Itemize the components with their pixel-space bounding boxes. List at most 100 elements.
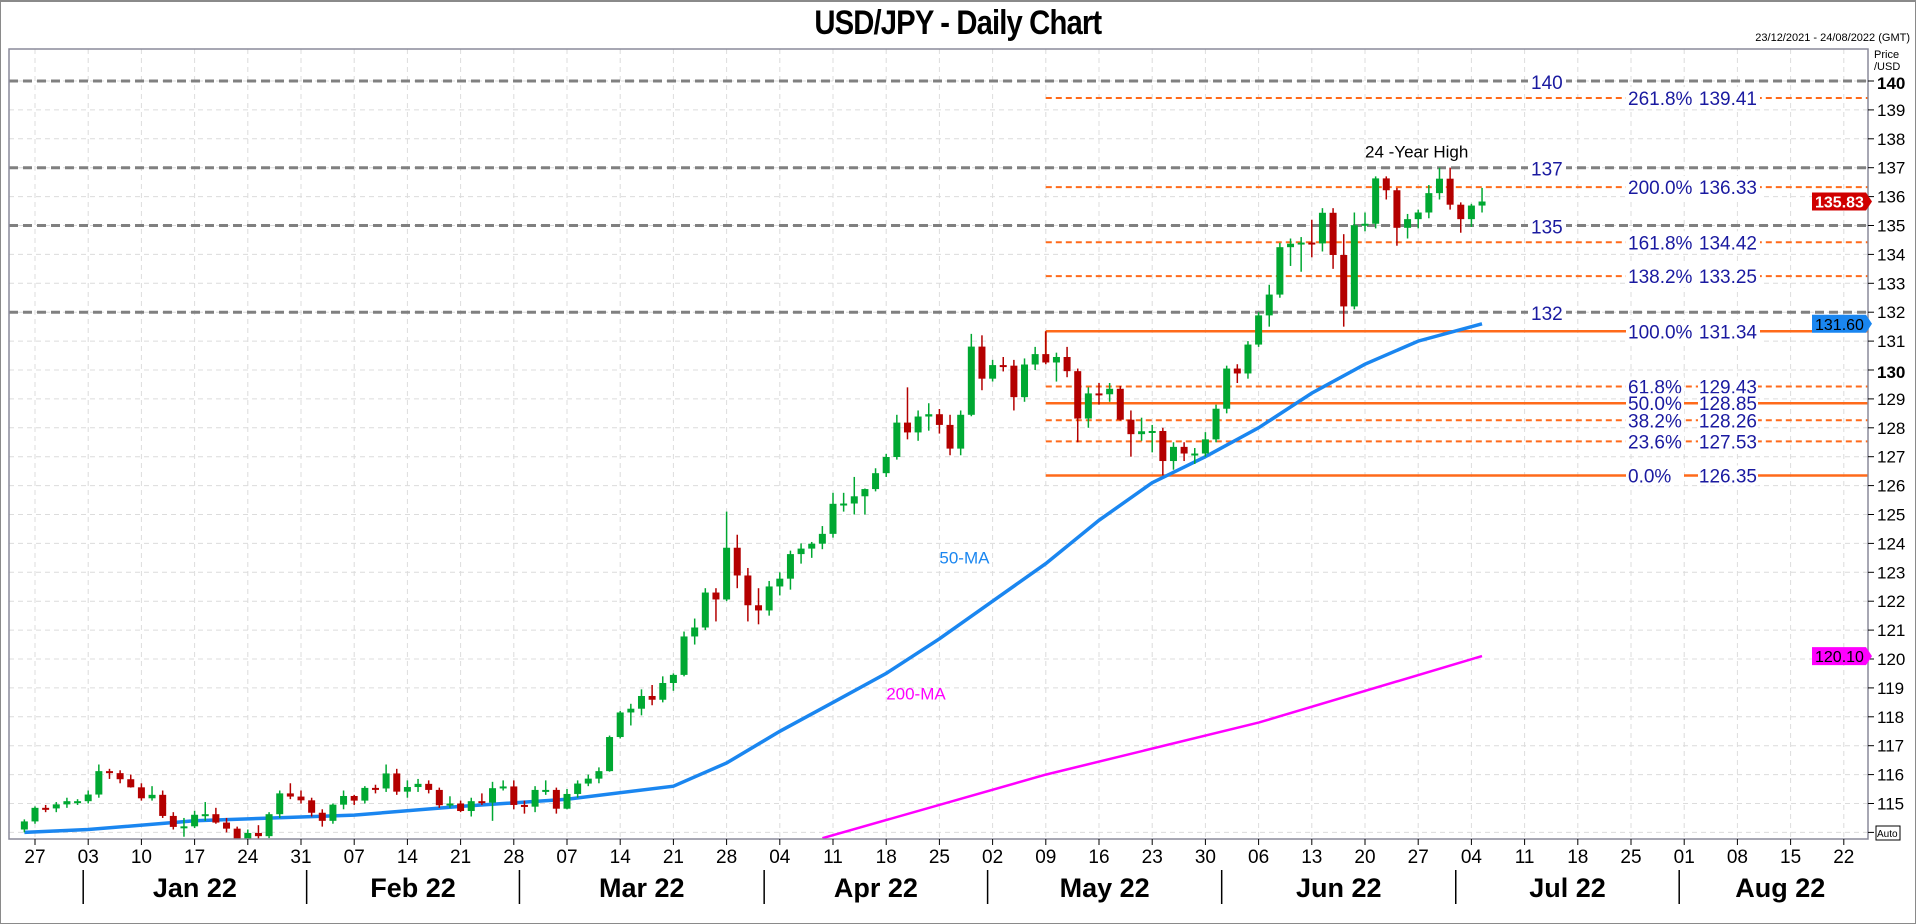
candle-body (1350, 225, 1358, 307)
candle-body (1425, 193, 1433, 213)
price-badge-label: 135.83 (1815, 195, 1864, 212)
candle-body (1265, 294, 1273, 316)
candle-body (478, 801, 486, 804)
candle (935, 409, 943, 434)
candle-body (1393, 190, 1401, 228)
candle (223, 817, 231, 833)
candle (967, 333, 975, 417)
candle-body (1340, 254, 1348, 307)
x-tick-label: 10 (131, 847, 152, 868)
fib-label-bg (1626, 431, 1684, 452)
candle-body (52, 804, 60, 809)
fib-label-bg (1626, 410, 1684, 431)
candle (627, 703, 635, 726)
candle-body (137, 787, 145, 799)
candle (137, 783, 145, 801)
candle-body (95, 771, 103, 795)
y-tick-label: 128 (1877, 419, 1905, 438)
chart-title-text: USD/JPY - Daily Chart (814, 4, 1103, 42)
chart-title: USD/JPY - Daily Chart (0, 4, 1916, 43)
y-tick-label: 139 (1877, 101, 1905, 120)
candle (1382, 176, 1390, 200)
candle-body (105, 771, 113, 774)
candle-body (1063, 356, 1071, 372)
candle (435, 787, 443, 808)
candle (1169, 442, 1177, 470)
candle (478, 793, 486, 805)
candle (42, 804, 50, 813)
auto-scale-box[interactable] (1875, 825, 1901, 841)
candle (1287, 238, 1295, 266)
candle (212, 807, 220, 824)
fib-label-bg (1626, 320, 1760, 343)
candle-body (542, 789, 550, 792)
candle-body (861, 489, 869, 497)
y-tick-label: 116 (1877, 766, 1904, 785)
x-tick-label: 27 (1408, 847, 1429, 868)
level-label-137: 137 (1531, 160, 1563, 181)
candle (74, 799, 82, 805)
candle (616, 711, 624, 739)
candle (1138, 417, 1146, 441)
x-tick-label: 23 (1142, 847, 1163, 868)
fib-label-bg (1698, 376, 1758, 397)
candle (1329, 208, 1337, 269)
candle-body (340, 795, 348, 805)
fib-label-bg (1698, 410, 1758, 431)
candle-body (74, 801, 82, 804)
fib-pct-label: 50.0% (1628, 394, 1682, 415)
candle (808, 541, 816, 558)
candle-body (1329, 212, 1337, 255)
candle (574, 780, 582, 798)
x-tick-label: 04 (769, 847, 791, 868)
candle (84, 790, 92, 804)
level-label-140: 140 (1531, 73, 1563, 94)
candle (659, 676, 667, 703)
x-tick-label: 11 (823, 847, 843, 868)
candle-body (1446, 178, 1454, 205)
x-tick-label: 14 (610, 847, 632, 868)
candle (680, 631, 688, 677)
candle (989, 359, 997, 382)
candle-body (201, 814, 209, 817)
candle (425, 780, 433, 794)
fib-value-label: 129.43 (1699, 377, 1757, 398)
candle (1095, 383, 1103, 405)
candle-body (1382, 178, 1390, 191)
fib-label-bg (1626, 376, 1684, 397)
candle (233, 826, 241, 839)
candle-body (755, 605, 763, 611)
candle-body (159, 794, 167, 816)
candle (148, 786, 156, 801)
candle-body (148, 794, 156, 799)
candle-body (1106, 388, 1114, 395)
candle (999, 356, 1007, 372)
candle-body (371, 787, 379, 790)
candle (723, 511, 731, 602)
fib-value-label: 127.53 (1699, 432, 1757, 453)
candle-body (818, 533, 826, 544)
candle-body (308, 800, 316, 813)
candle (1201, 432, 1209, 457)
fib-label-bg (1626, 87, 1760, 110)
candle-body (797, 548, 805, 555)
candle (308, 797, 316, 817)
candle-body (765, 586, 773, 611)
candle (776, 572, 784, 596)
price-badge (1812, 314, 1872, 333)
candle-body (574, 783, 582, 794)
plot-area (9, 49, 1868, 839)
candle (1297, 237, 1305, 272)
candle (1212, 404, 1220, 443)
candle-body (191, 814, 199, 827)
annotation-50-ma: 50-MA (939, 549, 990, 568)
candle-body (563, 793, 571, 809)
fib-pct-label: 100.0% (1628, 322, 1693, 343)
candle (872, 468, 880, 492)
candle (286, 783, 294, 800)
candle (1425, 185, 1433, 219)
x-tick-label: 18 (1567, 847, 1588, 868)
candle-body (1467, 205, 1475, 220)
candle-body (403, 787, 411, 792)
